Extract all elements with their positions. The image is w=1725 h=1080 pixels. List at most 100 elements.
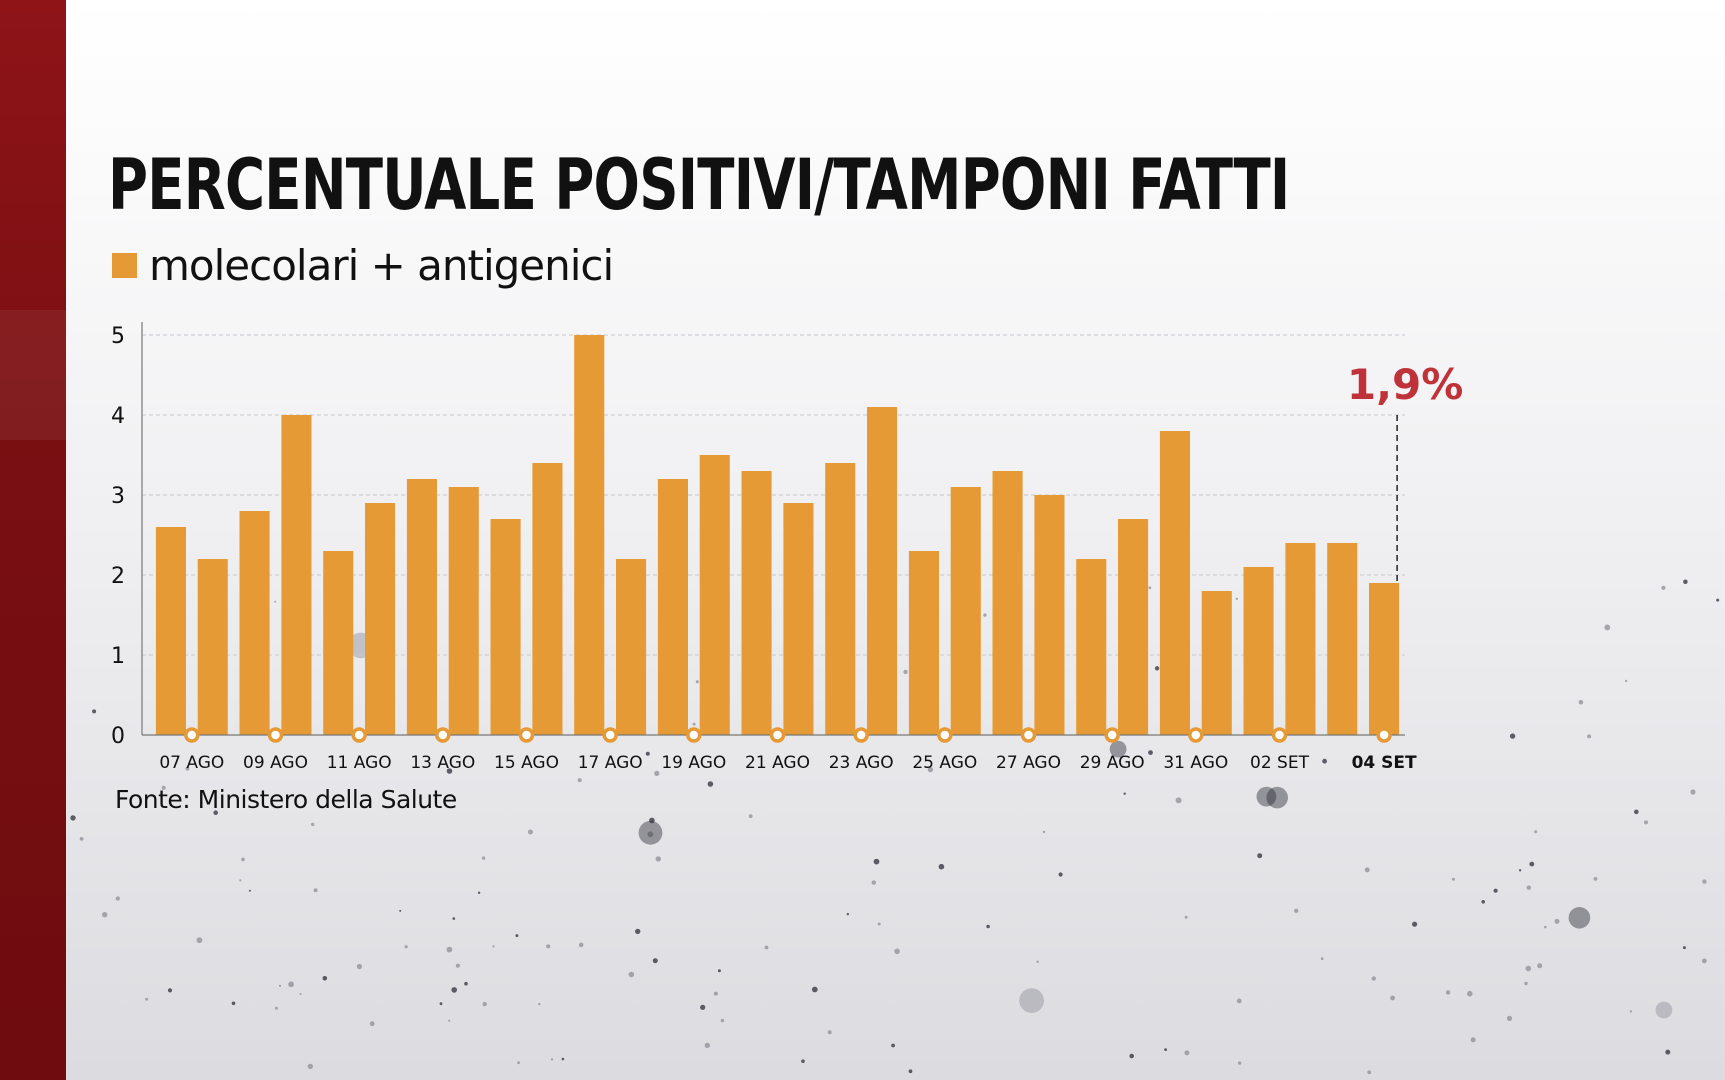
bar-03-set xyxy=(1327,543,1358,735)
x-tick-marker xyxy=(518,727,535,743)
background-dot xyxy=(628,971,635,978)
background-dot xyxy=(1716,598,1720,602)
background-dot xyxy=(1467,990,1473,997)
bar-10-ago xyxy=(323,551,354,735)
background-dot xyxy=(1624,679,1628,683)
background-dot xyxy=(986,924,990,929)
background-dot xyxy=(1644,820,1648,825)
background-dot xyxy=(1604,624,1611,631)
background-dot xyxy=(1655,1001,1673,1019)
background-dot xyxy=(1481,900,1485,904)
bar-31-ago xyxy=(1201,591,1232,735)
background-dot xyxy=(561,1057,565,1061)
background-dot xyxy=(1493,888,1498,893)
background-dot xyxy=(455,963,460,968)
x-tick-marker xyxy=(435,727,451,743)
background-dot xyxy=(1534,830,1538,834)
x-tick-label: 09 AGO xyxy=(243,753,308,773)
y-tick-label: 3 xyxy=(111,484,125,509)
x-tick-label: 11 AGO xyxy=(327,753,392,773)
background-dot xyxy=(1123,792,1126,795)
background-dot xyxy=(278,984,282,988)
background-dot xyxy=(1412,921,1418,927)
background-dot xyxy=(538,1002,541,1006)
background-dot xyxy=(239,879,242,882)
background-dot xyxy=(1235,597,1239,600)
background-dot xyxy=(1148,586,1152,590)
bar-14-ago xyxy=(490,519,521,735)
background-dot xyxy=(452,917,456,920)
background-dot xyxy=(700,1004,706,1010)
x-tick-marker xyxy=(1376,727,1392,743)
background-dot xyxy=(1294,908,1299,913)
x-tick-marker xyxy=(267,727,284,743)
side-band xyxy=(0,0,66,1080)
background-dot xyxy=(827,1030,832,1035)
background-dot xyxy=(1690,789,1696,795)
background-dot xyxy=(1683,579,1688,585)
background-dot xyxy=(299,993,302,995)
bar-17-ago xyxy=(616,559,647,735)
background-dot xyxy=(1266,786,1288,809)
background-dot xyxy=(877,922,881,926)
background-dot xyxy=(873,858,880,865)
background-dot xyxy=(983,613,987,617)
background-dot xyxy=(451,987,458,993)
background-dot xyxy=(1445,990,1451,995)
background-dot xyxy=(481,856,486,860)
background-dot xyxy=(439,1002,443,1006)
background-dot xyxy=(322,976,328,981)
x-tick-label: 23 AGO xyxy=(829,753,894,773)
background-dot xyxy=(1148,750,1153,755)
background-dot xyxy=(448,1019,451,1022)
background-dot xyxy=(517,1061,520,1065)
legend-label: molecolari + antigenici xyxy=(149,240,614,290)
background-dot xyxy=(908,1069,913,1074)
background-dot xyxy=(1544,925,1547,929)
bar-13-ago xyxy=(448,487,479,735)
background-dot xyxy=(248,889,251,892)
background-dot xyxy=(704,1042,710,1049)
x-tick-marker xyxy=(686,727,702,743)
background-dot xyxy=(167,988,173,993)
bar-08-ago xyxy=(239,511,270,735)
background-dot xyxy=(645,751,650,756)
background-dot xyxy=(241,857,245,862)
background-dot xyxy=(903,669,908,675)
background-dot xyxy=(1568,907,1591,929)
chart-title: PERCENTUALE POSITIVI/TAMPONI FATTI xyxy=(108,144,1290,226)
background-dot xyxy=(1506,1015,1513,1022)
background-dot xyxy=(717,969,721,973)
x-tick-label: 15 AGO xyxy=(494,753,559,773)
x-tick-marker xyxy=(1271,727,1288,743)
y-tick-label: 4 xyxy=(111,404,125,429)
background-dot xyxy=(1634,809,1639,815)
x-tick-label: 07 AGO xyxy=(159,753,224,773)
background-dot xyxy=(307,1063,313,1070)
x-tick-marker xyxy=(853,727,869,743)
bar-23-ago xyxy=(867,407,898,735)
background-dot xyxy=(891,1043,895,1048)
background-dot xyxy=(369,1021,375,1027)
x-tick-label: 02 SET xyxy=(1250,753,1310,773)
background-dot xyxy=(1470,1037,1476,1043)
background-dot xyxy=(1390,995,1395,1001)
annotation-label: 1,9% xyxy=(1347,360,1463,409)
background-dot xyxy=(1451,877,1455,881)
background-dot xyxy=(577,778,582,783)
bar-04-set xyxy=(1369,583,1400,735)
background-dot xyxy=(635,928,641,935)
bar-15-ago xyxy=(532,463,563,735)
bar-20-ago xyxy=(741,471,772,735)
bar-07-ago xyxy=(197,559,228,735)
x-tick-marker xyxy=(1020,727,1037,743)
background-dot xyxy=(115,896,120,901)
background-dot xyxy=(1164,1048,1167,1051)
y-tick-label: 1 xyxy=(111,644,125,669)
background-dot xyxy=(748,814,753,819)
background-dot xyxy=(692,722,696,726)
bar-18-ago xyxy=(657,479,688,735)
background-dot xyxy=(1529,861,1535,867)
bar-21-ago xyxy=(783,503,814,735)
